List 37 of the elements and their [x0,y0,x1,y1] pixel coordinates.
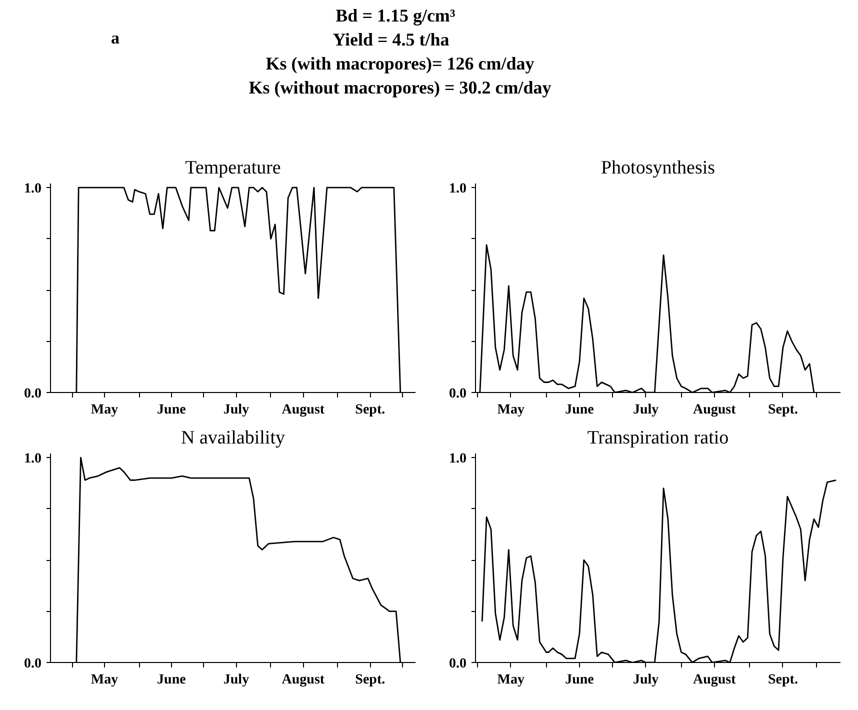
x-tick-label: May [497,672,525,688]
chart-title: Temperature [185,158,281,178]
chart-title: Photosynthesis [600,158,716,178]
y-tick-label: 0.0 [449,656,466,672]
text: a [111,28,120,48]
chart-title: Transpiration ratio [587,428,729,448]
y-tick-label: 0.0 [449,386,466,402]
x-tick-label: June [157,672,186,688]
x-tick-label: July [223,672,250,688]
x-tick-label: July [632,402,659,418]
x-tick-label: May [90,672,118,688]
x-tick-label: May [497,402,525,418]
x-tick-label: August [693,672,736,688]
x-tick-label: Sept. [768,402,798,418]
text: Bd = 1.15 g/cm³ [336,6,456,26]
y-tick-label: 0.0 [24,386,42,402]
x-tick-label: June [565,672,594,688]
y-tick-label: 1.0 [449,452,466,467]
x-tick-label: July [632,672,659,688]
x-tick-label: May [90,402,118,418]
x-tick-label: Sept. [355,402,386,418]
x-tick-label: Sept. [768,672,798,688]
x-tick-label: August [282,672,325,688]
x-tick-label: Sept. [355,672,386,688]
y-tick-label: 1.0 [24,452,42,467]
text: Ks (without macropores) = 30.2 cm/day [248,78,552,98]
chart-title: N availability [181,428,286,448]
y-tick-label: 0.0 [24,656,42,672]
x-tick-label: June [565,402,594,418]
x-tick-label: August [693,402,736,418]
y-tick-label: 1.0 [24,182,42,197]
x-tick-label: June [157,402,186,418]
text: Ks (with macropores)= 126 cm/day [266,54,534,74]
y-tick-label: 1.0 [449,182,466,197]
x-tick-label: July [223,402,250,418]
x-tick-label: August [282,402,325,418]
text: Yield = 4.5 t/ha [332,30,450,50]
